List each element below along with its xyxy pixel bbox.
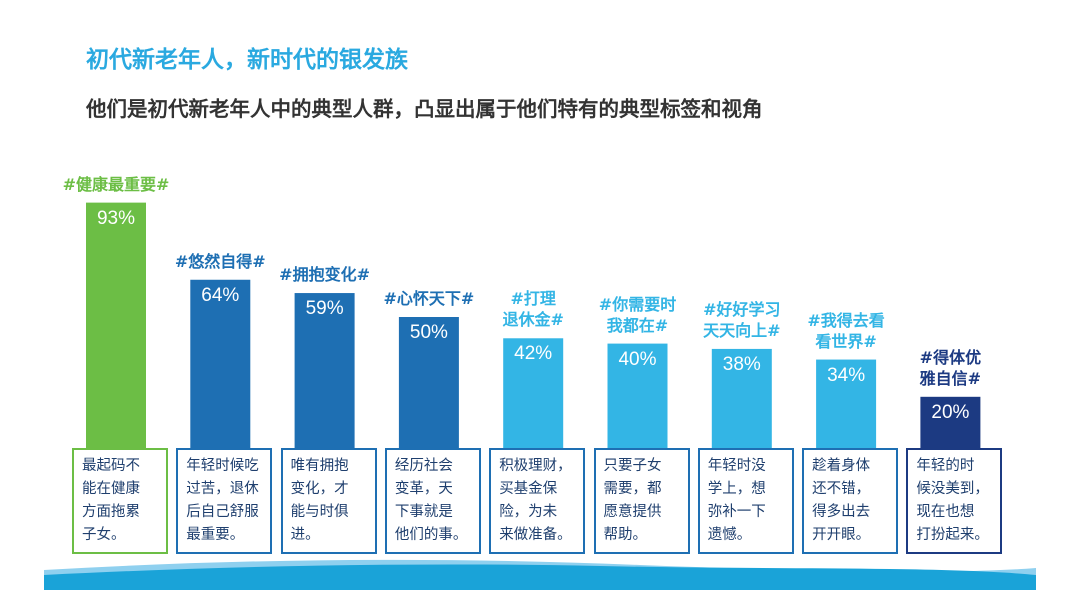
bar bbox=[294, 293, 355, 450]
hashtag-label: #悠然自得# bbox=[174, 251, 266, 271]
description-box: 经历社会 变革，天 下事就是 他们的事。 bbox=[384, 448, 481, 554]
page-title: 初代新老年人，新时代的银发族 bbox=[86, 47, 408, 73]
bar-value-label: 93% bbox=[96, 207, 136, 229]
bar-value-label: 20% bbox=[931, 401, 970, 423]
bar bbox=[920, 396, 981, 450]
hashtag-label: #打理 退休金# bbox=[502, 289, 564, 330]
bar-value-label: 40% bbox=[618, 348, 657, 370]
hashtag-label: #得体优 雅自信# bbox=[919, 347, 982, 388]
bar bbox=[503, 338, 564, 450]
hashtag-label: #拥抱变化# bbox=[279, 265, 370, 285]
bar-value-label: 50% bbox=[409, 322, 448, 343]
description-box: 只要子女 需要，都 愿意提供 帮助。 bbox=[593, 448, 690, 554]
wave-dark bbox=[44, 564, 1036, 590]
bar bbox=[816, 359, 877, 450]
description-box: 唯有拥抱 变化，才 能与时俱 进。 bbox=[280, 448, 377, 554]
bar-value-label: 34% bbox=[827, 364, 866, 386]
bar bbox=[607, 343, 668, 450]
bar-value-label: 59% bbox=[305, 298, 344, 320]
wave-decoration bbox=[44, 559, 1036, 590]
hashtag-label: #心怀天下# bbox=[383, 289, 475, 308]
description-box: 年轻时候吃 过苦，退休 后自己舒服 最重要。 bbox=[176, 448, 273, 554]
bar-value-label: 64% bbox=[201, 284, 240, 306]
hashtag-label: #我得去看 看世界# bbox=[807, 310, 885, 351]
bar bbox=[398, 317, 459, 450]
hashtag-label: #你需要时 我都在# bbox=[598, 294, 677, 335]
bar-value-label: 42% bbox=[514, 343, 553, 365]
description-box: 年轻的时 候没美到， 现在也想 打扮起来。 bbox=[906, 448, 1003, 554]
bar bbox=[190, 279, 251, 450]
bar bbox=[711, 348, 772, 450]
page-subtitle: 他们是初代新老年人中的典型人群，凸显出属于他们特有的典型标签和视角 bbox=[86, 97, 763, 121]
description-box: 最起码不 能在健康 方面拖累 子女。 bbox=[72, 448, 168, 554]
hashtag-label: #健康最重要# bbox=[62, 174, 170, 194]
hashtag-label: #好好学习 天天向上# bbox=[703, 299, 781, 340]
bar-value-label: 38% bbox=[722, 353, 761, 375]
description-box: 趁着身体 还不错， 得多出去 开开眼。 bbox=[802, 448, 899, 554]
description-box: 年轻时没 学上，想 弥补一下 遗憾。 bbox=[697, 448, 794, 554]
description-box: 积极理财， 买基金保 险，为未 来做准备。 bbox=[489, 448, 586, 554]
bar bbox=[86, 202, 146, 450]
